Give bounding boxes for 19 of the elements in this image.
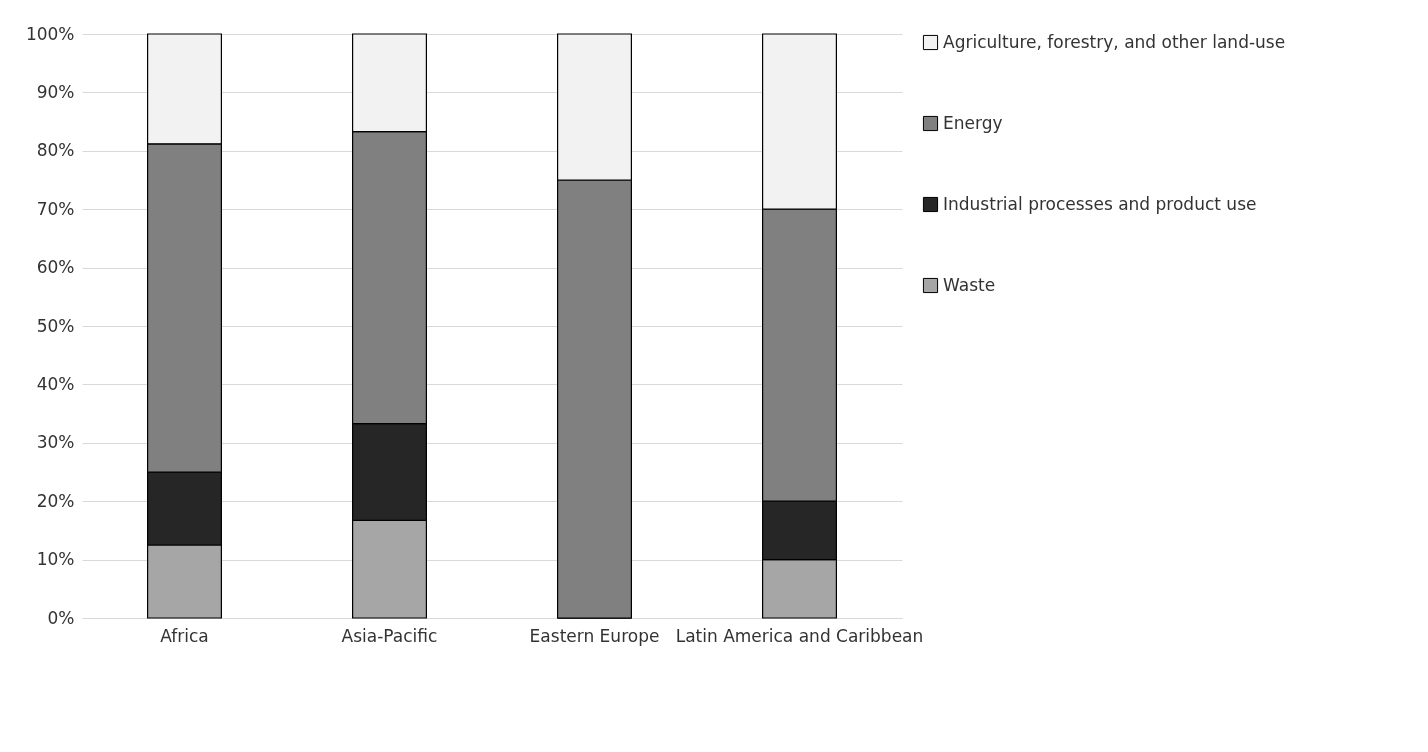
legend-label: Agriculture, forestry, and other land-use [943,31,1286,52]
y-tick-label: 40% [36,373,75,394]
legend-label: Energy [943,112,1003,133]
y-tick-label: 30% [36,432,75,453]
y-tick-label: 50% [36,315,75,336]
x-tick-label: Eastern Europe [529,625,660,646]
x-tick-label: Asia-Pacific [341,625,438,646]
legend-label: Waste [943,274,996,295]
x-tick-label: Latin America and Caribbean [675,625,924,646]
y-tick-label: 90% [36,81,75,102]
legend-label: Industrial processes and product use [943,193,1257,214]
y-tick-label: 100% [25,23,75,44]
y-tick-label: 80% [36,140,75,161]
y-tick-label: 20% [36,490,75,511]
y-tick-label: 60% [36,257,75,278]
y-tick-label: 0% [47,607,75,628]
y-tick-label: 70% [36,198,75,219]
x-tick-label: Africa [160,625,209,646]
y-tick-label: 10% [36,549,75,570]
